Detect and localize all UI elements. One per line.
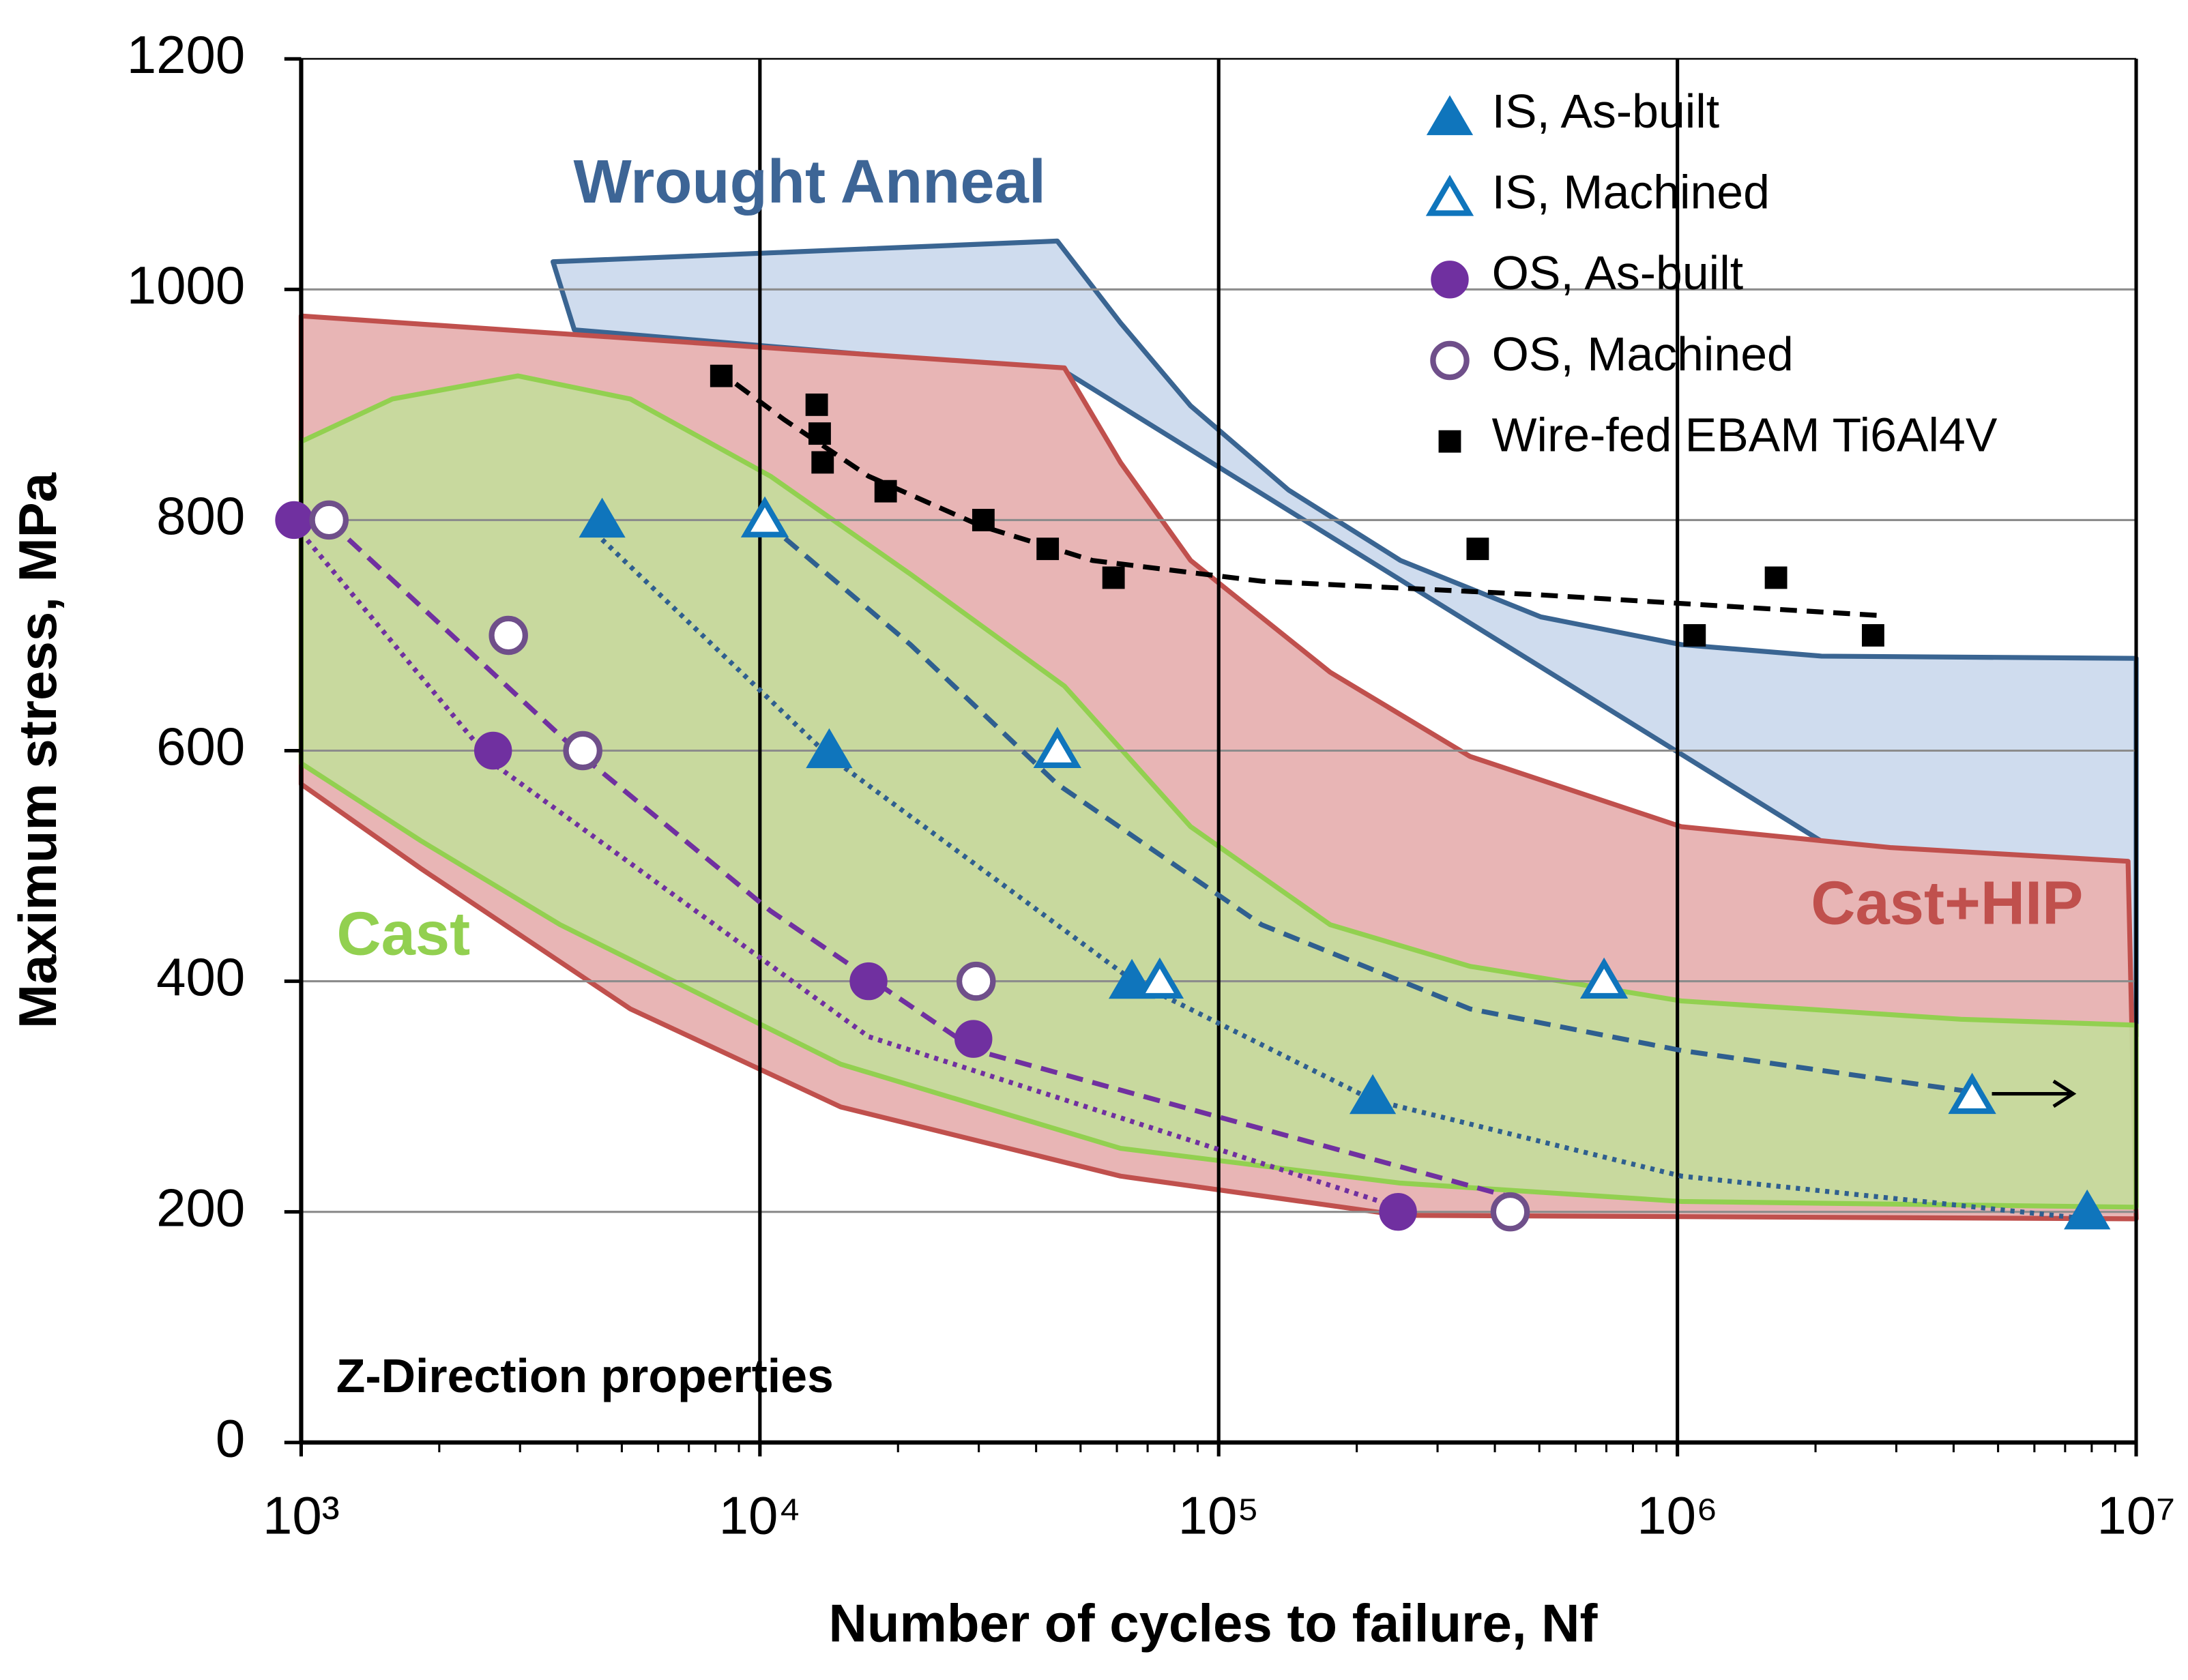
data-point — [1490, 1192, 1530, 1232]
region-label: Cast+HIP — [1811, 868, 2083, 937]
legend-marker — [1426, 95, 1474, 136]
data-point — [1861, 624, 1884, 647]
y-tick-label: 0 — [216, 1408, 245, 1468]
data-point — [1764, 566, 1788, 589]
data-point — [488, 615, 528, 655]
data-point — [1379, 1192, 1417, 1231]
y-tick-label: 200 — [156, 1177, 245, 1237]
annotation: Z-Direction properties — [336, 1349, 834, 1402]
legend-marker — [1431, 261, 1469, 299]
legend-label: OS, Machined — [1492, 327, 1794, 381]
legend-label: Wire-fed EBAM Ti6Al4V — [1492, 409, 1998, 462]
region-label: Wrought Anneal — [573, 147, 1045, 216]
region-label: Cast — [336, 899, 470, 968]
data-point — [579, 497, 626, 538]
data-point — [1135, 957, 1184, 999]
y-tick-label: 1200 — [127, 25, 246, 85]
legend-marker — [1425, 175, 1474, 216]
x-tick-label: 10⁴ — [719, 1485, 801, 1545]
legend-label: IS, As-built — [1492, 85, 1720, 138]
arrow-head — [2052, 1079, 2077, 1108]
data-point — [1466, 537, 1489, 561]
trend-line — [600, 537, 2088, 1222]
y-axis-label: Maximum stress, MPa — [8, 472, 68, 1029]
data-point — [710, 364, 733, 387]
data-point — [1579, 957, 1629, 999]
data-point — [972, 509, 995, 531]
data-point — [1349, 1074, 1397, 1115]
y-tick-label: 600 — [156, 716, 245, 776]
x-tick-label: 10³ — [263, 1485, 340, 1545]
data-point — [563, 731, 602, 771]
data-point — [811, 451, 834, 474]
data-point — [309, 500, 349, 540]
data-point — [1036, 537, 1060, 561]
data-point — [806, 728, 853, 769]
data-point — [805, 393, 828, 416]
trend-line — [327, 519, 1511, 1200]
trend-line — [763, 519, 1973, 1095]
x-tick-label: 10⁷ — [2097, 1485, 2176, 1545]
y-tick-label: 400 — [156, 947, 245, 1007]
legend-label: OS, As-built — [1492, 246, 1744, 299]
data-point — [1102, 566, 1125, 589]
trend-line — [299, 531, 1399, 1210]
data-point — [808, 422, 831, 445]
data-point — [473, 731, 512, 770]
y-tick-label: 1000 — [127, 255, 246, 315]
data-point — [954, 1020, 993, 1058]
x-tick-label: 10⁵ — [1178, 1485, 1259, 1545]
data-point — [740, 496, 789, 537]
legend-marker — [1430, 340, 1470, 381]
data-point — [1948, 1072, 1996, 1115]
legend-label: IS, Machined — [1492, 165, 1770, 218]
x-tick-label: 10⁶ — [1637, 1485, 1718, 1545]
data-point — [874, 480, 897, 503]
data-point — [849, 962, 888, 1001]
data-point — [956, 961, 996, 1001]
trend-line — [712, 366, 1884, 619]
x-axis-label: Number of cycles to failure, Nf — [829, 1593, 1599, 1653]
region — [550, 238, 2139, 1040]
data-point — [275, 501, 313, 540]
data-point — [1033, 726, 1081, 768]
data-point — [2064, 1189, 2111, 1230]
y-tick-label: 800 — [156, 486, 245, 546]
legend-marker — [1438, 430, 1461, 453]
data-point — [1683, 624, 1706, 647]
